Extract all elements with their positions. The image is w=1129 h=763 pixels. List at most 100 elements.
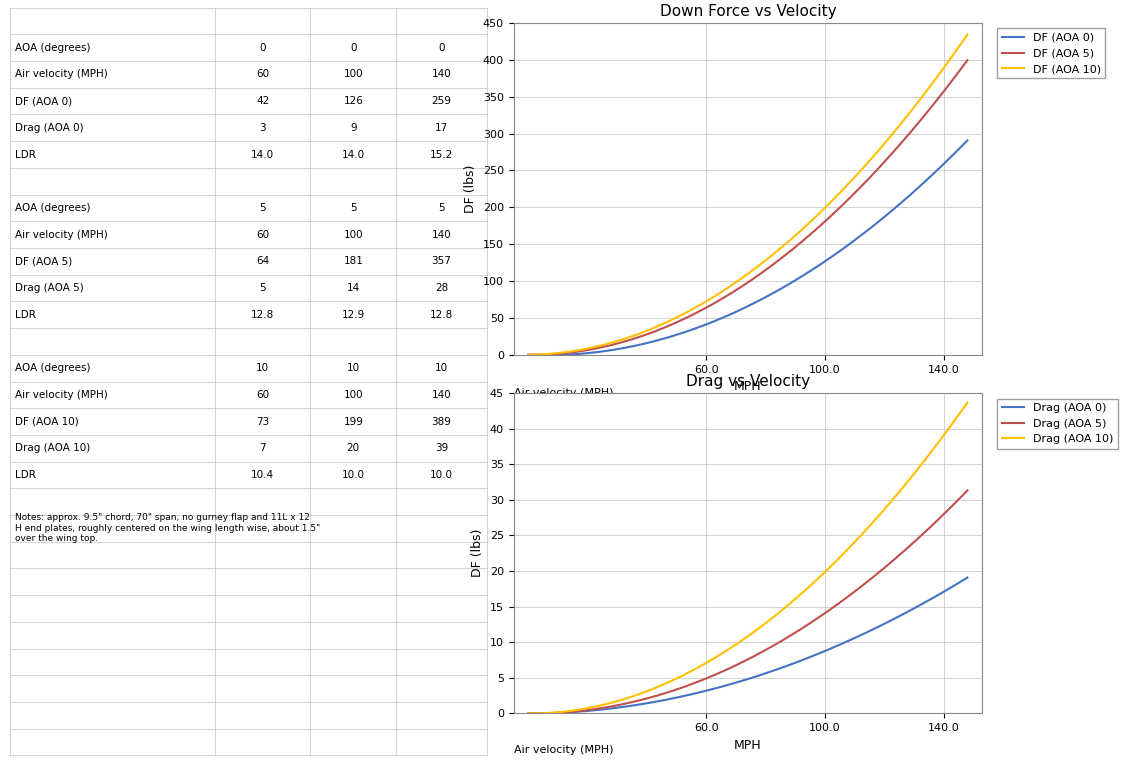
Text: 357: 357: [431, 256, 452, 266]
DF (AOA 0): [522, 350, 535, 359]
Text: 42: 42: [256, 96, 270, 106]
Text: Air velocity (MPH): Air velocity (MPH): [15, 69, 107, 79]
Text: LDR: LDR: [15, 310, 36, 320]
Drag (AOA 10): [961, 398, 974, 407]
Drag (AOA 10): [522, 709, 535, 718]
Line: Drag (AOA 0): Drag (AOA 0): [528, 578, 968, 713]
Drag (AOA 0): [695, 687, 709, 697]
Text: 5: 5: [438, 203, 445, 213]
Text: AOA (degrees): AOA (degrees): [15, 203, 90, 213]
Text: AOA (degrees): AOA (degrees): [15, 363, 90, 373]
Drag (AOA 10): [798, 586, 812, 595]
X-axis label: MPH: MPH: [734, 739, 762, 752]
Text: 199: 199: [343, 417, 364, 427]
Title: Drag vs Velocity: Drag vs Velocity: [686, 374, 809, 389]
Text: 60: 60: [256, 69, 269, 79]
Drag (AOA 0): [522, 709, 535, 718]
Text: 140: 140: [431, 390, 452, 400]
Text: 100: 100: [343, 390, 364, 400]
Text: 126: 126: [343, 96, 364, 106]
Drag (AOA 0): [839, 638, 852, 647]
Drag (AOA 10): [841, 545, 855, 554]
Text: Drag (AOA 0): Drag (AOA 0): [15, 123, 84, 133]
Text: AOA (degrees): AOA (degrees): [15, 43, 90, 53]
DF (AOA 0): [525, 350, 539, 359]
Line: DF (AOA 5): DF (AOA 5): [528, 60, 968, 355]
Y-axis label: DF (lbs): DF (lbs): [471, 529, 484, 578]
DF (AOA 5): [961, 56, 974, 65]
Text: 64: 64: [256, 256, 270, 266]
Text: 20: 20: [347, 443, 360, 453]
DF (AOA 5): [522, 350, 535, 359]
Text: 181: 181: [343, 256, 364, 266]
Drag (AOA 5): [666, 686, 680, 695]
Drag (AOA 10): [695, 661, 709, 670]
Text: Air velocity (MPH): Air velocity (MPH): [514, 745, 613, 755]
Drag (AOA 5): [842, 591, 856, 600]
DF (AOA 10): [665, 315, 679, 324]
Text: 10.0: 10.0: [430, 470, 453, 480]
Text: DF (AOA 0): DF (AOA 0): [15, 96, 72, 106]
Text: Air velocity (MPH): Air velocity (MPH): [15, 390, 107, 400]
Text: 10: 10: [347, 363, 360, 373]
Text: 12.8: 12.8: [430, 310, 453, 320]
Text: 100: 100: [343, 69, 364, 79]
Y-axis label: DF (lbs): DF (lbs): [464, 165, 478, 213]
Text: 14.0: 14.0: [342, 150, 365, 159]
Text: DF (AOA 5): DF (AOA 5): [15, 256, 72, 266]
Text: 140: 140: [431, 69, 452, 79]
Text: 14.0: 14.0: [251, 150, 274, 159]
Line: Drag (AOA 5): Drag (AOA 5): [528, 491, 968, 713]
DF (AOA 10): [961, 30, 974, 39]
Title: Down Force vs Velocity: Down Force vs Velocity: [659, 4, 837, 19]
DF (AOA 5): [798, 235, 812, 244]
Drag (AOA 5): [697, 675, 710, 684]
Text: LDR: LDR: [15, 150, 36, 159]
Text: 12.9: 12.9: [342, 310, 365, 320]
Text: 5: 5: [350, 203, 357, 213]
Text: 28: 28: [435, 283, 448, 293]
DF (AOA 0): [697, 321, 710, 330]
Text: 15.2: 15.2: [430, 150, 453, 159]
Text: LDR: LDR: [15, 470, 36, 480]
DF (AOA 5): [665, 320, 679, 329]
X-axis label: MPH: MPH: [734, 380, 762, 393]
Text: 5: 5: [260, 283, 266, 293]
Text: 60: 60: [256, 390, 269, 400]
DF (AOA 0): [961, 136, 974, 145]
Text: 10: 10: [435, 363, 448, 373]
Drag (AOA 0): [841, 636, 855, 645]
Text: Drag (AOA 10): Drag (AOA 10): [15, 443, 90, 453]
Text: 259: 259: [431, 96, 452, 106]
DF (AOA 10): [839, 182, 852, 192]
Text: 12.8: 12.8: [251, 310, 274, 320]
Text: Air velocity (MPH): Air velocity (MPH): [514, 388, 613, 398]
Text: 389: 389: [431, 417, 452, 427]
Line: DF (AOA 10): DF (AOA 10): [528, 34, 968, 355]
DF (AOA 0): [840, 242, 854, 251]
DF (AOA 5): [575, 346, 588, 356]
Drag (AOA 5): [576, 706, 589, 715]
Text: 0: 0: [438, 43, 445, 53]
Text: 9: 9: [350, 123, 357, 133]
Text: 140: 140: [431, 230, 452, 240]
Drag (AOA 10): [665, 676, 679, 685]
Text: 10: 10: [256, 363, 269, 373]
DF (AOA 10): [522, 350, 535, 359]
Text: Notes: approx. 9.5" chord, 70" span, no gurney flap and 11L x 12
H end plates, r: Notes: approx. 9.5" chord, 70" span, no …: [15, 513, 321, 543]
Drag (AOA 10): [839, 547, 852, 556]
DF (AOA 10): [695, 299, 709, 308]
DF (AOA 0): [576, 349, 589, 358]
Drag (AOA 0): [575, 707, 588, 716]
Text: 14: 14: [347, 283, 360, 293]
Line: Drag (AOA 10): Drag (AOA 10): [528, 403, 968, 713]
Drag (AOA 5): [799, 621, 813, 630]
Text: Drag (AOA 5): Drag (AOA 5): [15, 283, 84, 293]
Drag (AOA 0): [665, 694, 679, 703]
Drag (AOA 5): [961, 486, 974, 495]
DF (AOA 5): [841, 195, 855, 204]
Text: 0: 0: [260, 43, 266, 53]
Drag (AOA 5): [840, 593, 854, 602]
DF (AOA 5): [695, 305, 709, 314]
Legend: Drag (AOA 0), Drag (AOA 5), Drag (AOA 10): Drag (AOA 0), Drag (AOA 5), Drag (AOA 10…: [997, 398, 1118, 449]
